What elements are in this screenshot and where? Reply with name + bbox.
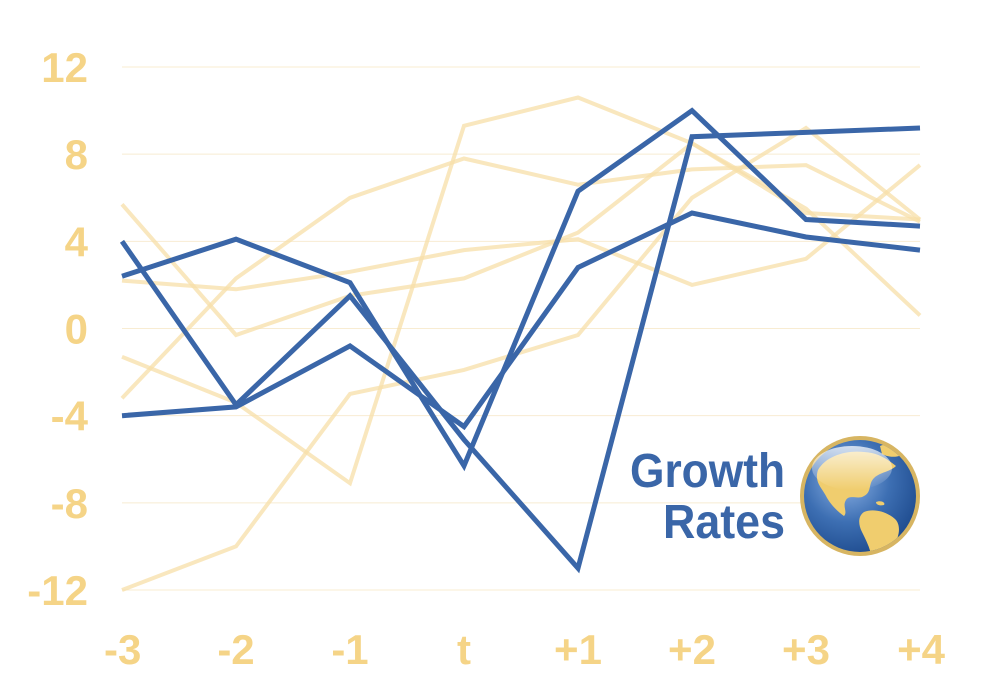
x-tick-label: +1 (554, 626, 602, 673)
y-tick-label: -4 (51, 393, 89, 440)
x-axis-tick-labels: -3 -2 -1 t +1 +2 +3 +4 (104, 626, 946, 673)
highlight-series-line-0 (121, 107, 921, 472)
x-tick-label: -1 (331, 626, 368, 673)
x-tick-label: +4 (897, 626, 946, 673)
y-tick-label: -12 (27, 567, 88, 614)
y-tick-label: 8 (65, 131, 88, 178)
faded-series-line-4 (120, 140, 922, 338)
x-tick-label: +3 (782, 626, 830, 673)
faded-series-line-6 (121, 163, 922, 292)
y-tick-label: 4 (65, 218, 89, 265)
globe-icon (800, 436, 920, 556)
highlight-series-line-2 (121, 210, 921, 431)
globe-land-caribbean (876, 501, 885, 506)
y-axis-tick-labels: 12 8 4 0 -4 -8 -12 (27, 44, 88, 614)
x-tick-label: -3 (104, 626, 141, 673)
y-tick-label: 12 (41, 44, 88, 91)
logo-title-line-2: Rates (663, 496, 785, 549)
y-tick-label: -8 (51, 480, 88, 527)
logo-title-line-1: Growth (630, 445, 785, 498)
y-tick-label: 0 (65, 306, 88, 353)
growth-rates-logo: Growth Rates (630, 436, 920, 556)
faded-series-line-5 (120, 156, 921, 400)
x-tick-label: -2 (217, 626, 254, 673)
faded-series-line-3 (121, 125, 922, 592)
highlight-series-group (119, 107, 921, 574)
globe-shine (812, 446, 892, 490)
x-tick-label: t (457, 626, 471, 673)
highlight-series-line-1 (119, 125, 921, 574)
x-tick-label: +2 (668, 626, 716, 673)
